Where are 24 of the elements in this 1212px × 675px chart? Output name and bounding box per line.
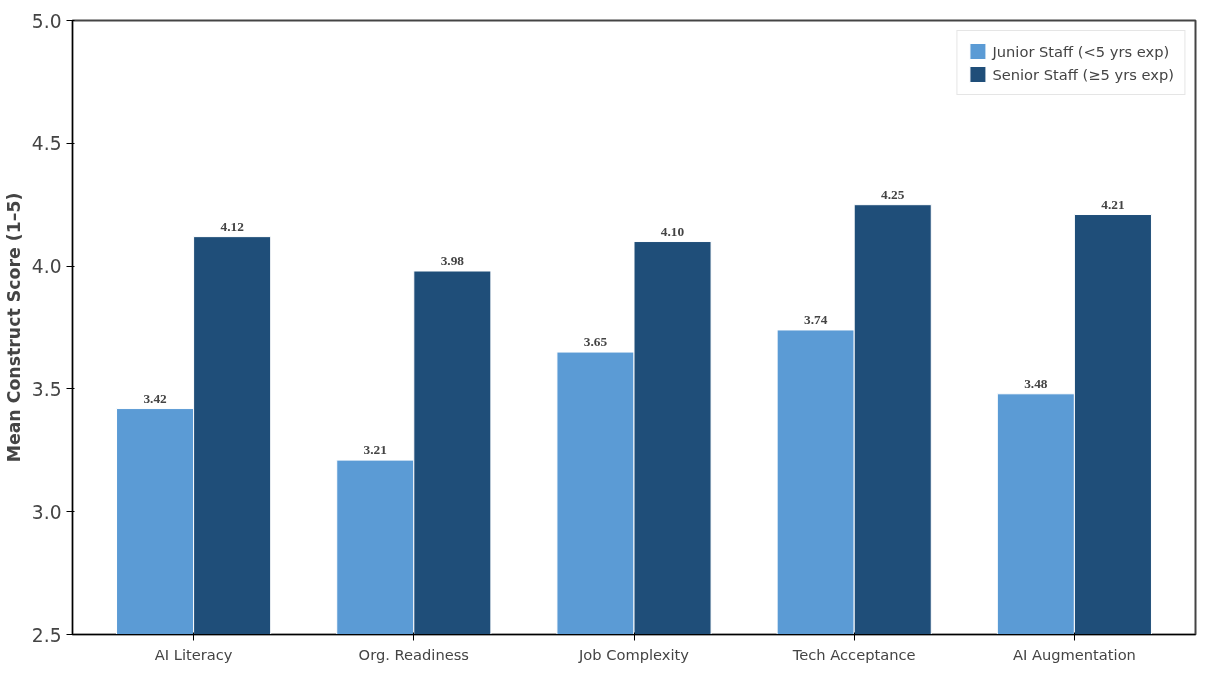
y-tick-label: 3.5 [31, 378, 62, 400]
data-label: 3.74 [804, 311, 828, 327]
x-tick-label: Job Complexity [577, 645, 690, 663]
x-tick-label: AI Literacy [154, 645, 233, 663]
data-label: 3.42 [143, 390, 168, 406]
legend-label: Senior Staff (≥5 yrs exp) [992, 65, 1174, 83]
legend-label: Junior Staff (<5 yrs exp) [992, 42, 1170, 60]
data-label: 4.12 [220, 218, 245, 234]
x-tick-label: Org. Readiness [358, 645, 470, 663]
y-tick-label: 4.5 [31, 133, 62, 155]
data-label: 4.25 [881, 186, 905, 202]
data-label: 3.65 [583, 334, 608, 350]
data-label: 3.98 [440, 253, 465, 269]
y-tick-label: 2.5 [31, 624, 62, 646]
y-axis-title: Mean Construct Score (1–5) [3, 192, 24, 463]
x-tick-label: AI Augmentation [1012, 645, 1136, 663]
data-label: 4.21 [1101, 196, 1125, 212]
y-tick-label: 5.0 [31, 10, 62, 32]
data-label: 3.48 [1024, 375, 1048, 391]
data-label: 4.10 [660, 223, 685, 239]
data-label: 3.21 [363, 442, 387, 458]
y-tick-label: 3.0 [31, 501, 62, 523]
y-tick-label: 4.0 [31, 256, 62, 278]
x-tick-label: Tech Acceptance [791, 645, 916, 663]
